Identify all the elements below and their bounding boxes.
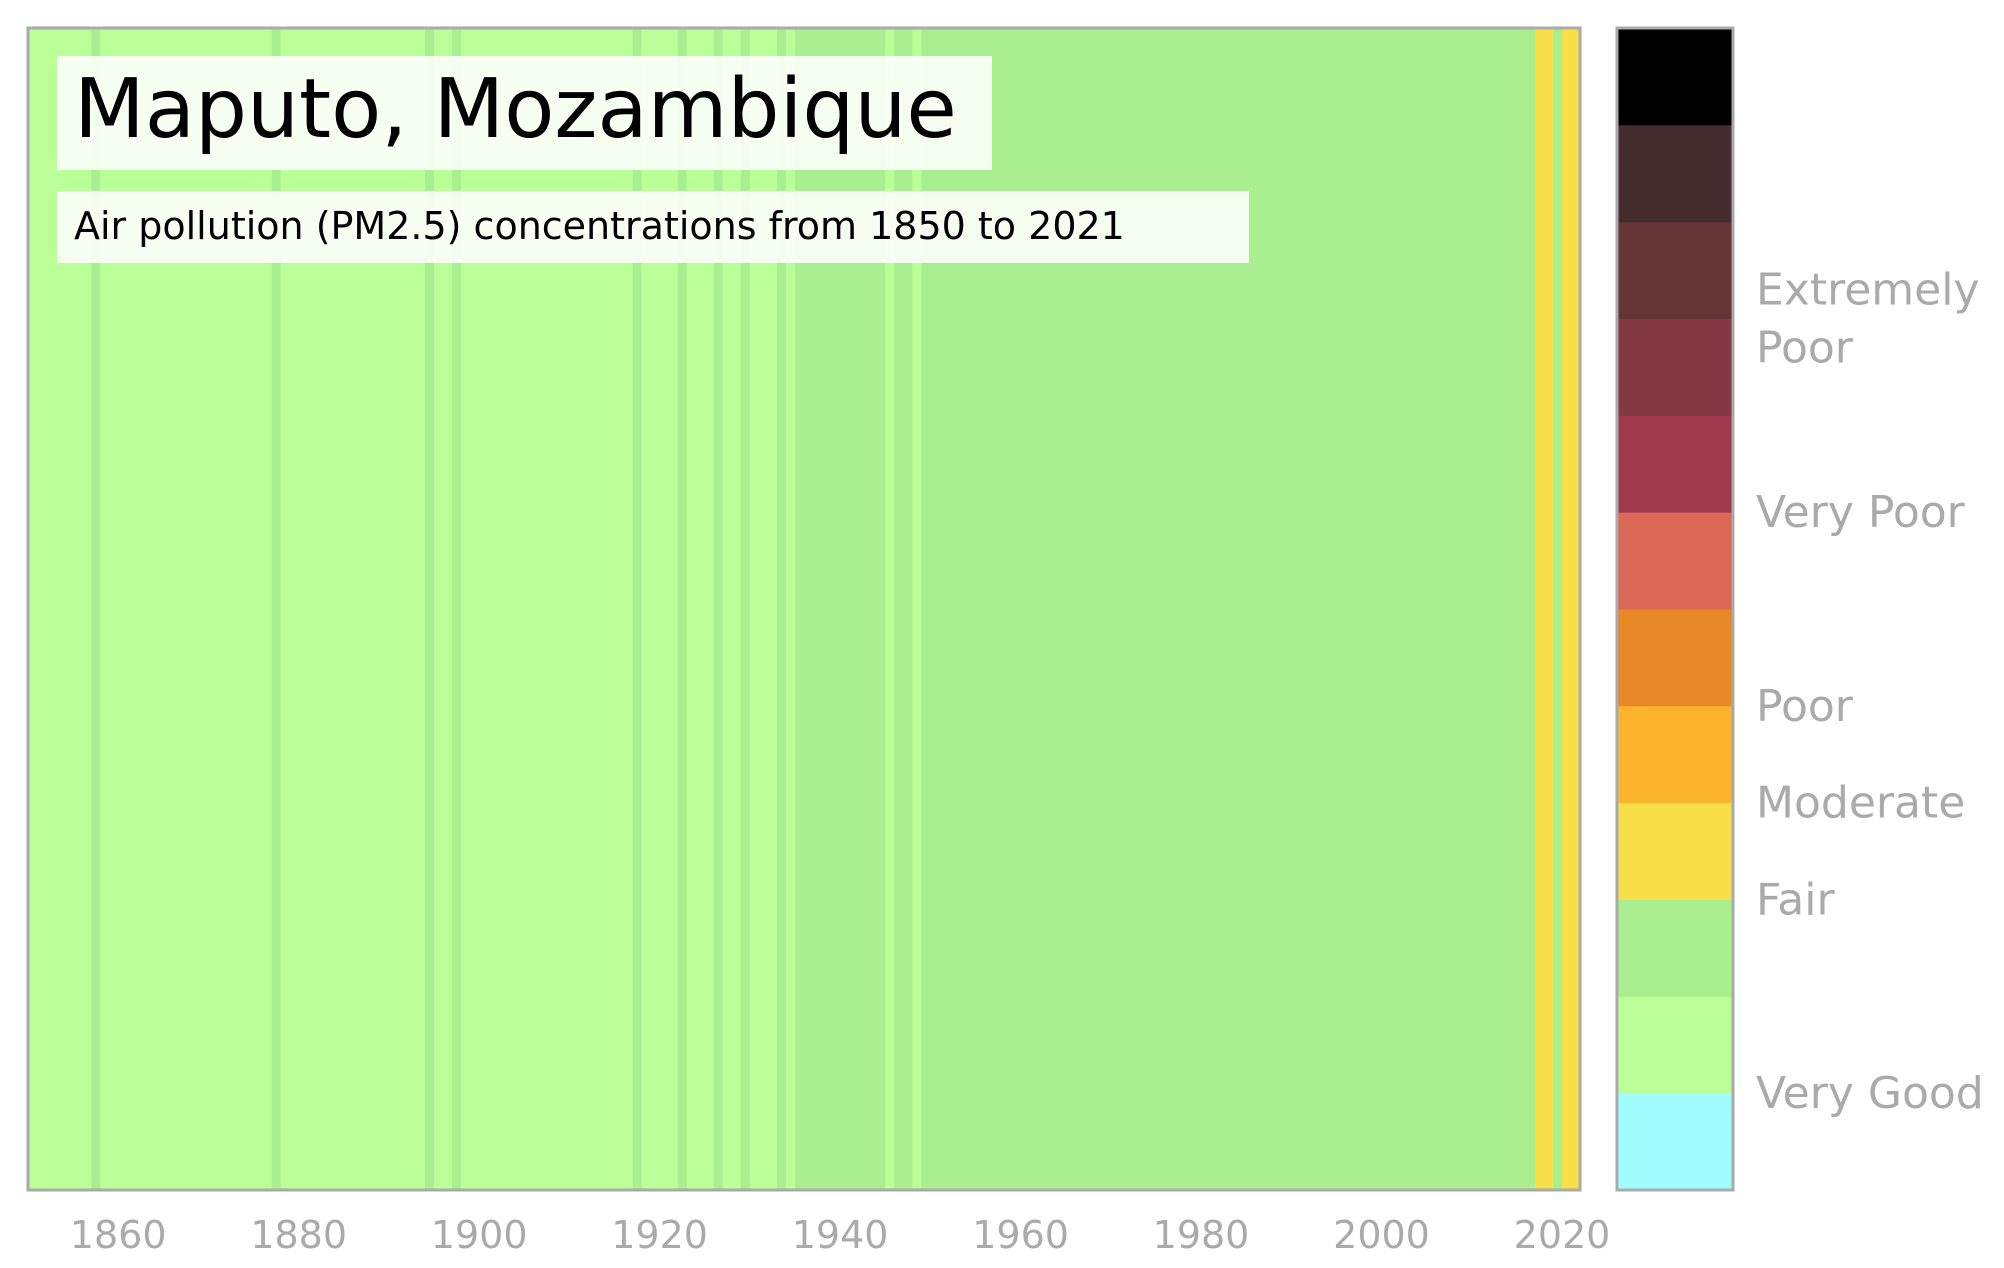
x-tick-label: 1960 — [972, 1213, 1069, 1257]
x-tick-label: 1880 — [250, 1213, 347, 1257]
plot-border — [26, 26, 1582, 1192]
stripe-1946 — [894, 28, 913, 1190]
colorbar-segment — [1617, 609, 1733, 707]
colorbar-label: Extremely — [1756, 265, 1979, 316]
stripe-1895 — [434, 28, 453, 1190]
stripe-1927 — [722, 28, 742, 1190]
stripe-1945 — [885, 28, 895, 1190]
chart-title: Maputo, Mozambique — [74, 62, 957, 157]
x-tick-label: 1980 — [1153, 1213, 1250, 1257]
stripe-2020 — [1561, 28, 1581, 1190]
x-tick-label: 2000 — [1333, 1213, 1430, 1257]
stripe-1948 — [912, 28, 922, 1190]
stripe-2017 — [1534, 28, 1554, 1190]
colorbar-segment — [1617, 802, 1733, 900]
x-tick-label: 1940 — [792, 1213, 889, 1257]
colorbar-label: Poor — [1756, 323, 1854, 374]
colorbar-segment — [1617, 1093, 1733, 1191]
colorbar-label: Moderate — [1756, 778, 1965, 829]
stripe-1922 — [677, 28, 688, 1190]
stripe-1934 — [785, 28, 796, 1190]
stripe-1933 — [776, 28, 787, 1190]
stripe-1894 — [425, 28, 435, 1190]
stripe-1877 — [271, 28, 282, 1190]
colorbar-segment — [1617, 318, 1733, 416]
x-tick-label: 1920 — [611, 1213, 708, 1257]
colorbar-border — [1615, 26, 1735, 1192]
colorbar-segment — [1617, 705, 1733, 804]
colorbar-segment — [1617, 899, 1733, 997]
colorbar — [1617, 28, 1733, 1191]
colorbar-label: Very Poor — [1756, 487, 1966, 538]
colorbar-segment — [1617, 512, 1733, 610]
stripe-1897 — [452, 28, 462, 1190]
x-axis-ticks: 1860 1880 1900 1920 1940 1960 1980 2000 2020 — [70, 1213, 1611, 1257]
stripe-1929 — [740, 28, 751, 1190]
chart-subtitle: Air pollution (PM2.5) concentrations fro… — [74, 204, 1125, 248]
stripe-1917 — [632, 28, 643, 1190]
colorbar-segment — [1617, 124, 1733, 223]
x-tick-label: 1860 — [70, 1213, 167, 1257]
colorbar-label: Very Good — [1756, 1068, 1984, 1119]
x-tick-label: 1900 — [431, 1213, 528, 1257]
colorbar-labels: Very Good Fair Moderate Poor Very Poor Extrem… — [1756, 265, 1984, 1120]
stripe-1857 — [91, 28, 101, 1190]
x-tick-label: 2020 — [1514, 1213, 1611, 1257]
colorbar-segment — [1617, 221, 1733, 319]
stripe-2019 — [1552, 28, 1563, 1190]
stripe-1926 — [713, 28, 724, 1190]
colorbar-label: Poor — [1756, 681, 1854, 732]
colorbar-segment — [1617, 996, 1733, 1094]
colorbar-segment — [1617, 415, 1733, 513]
stripe-group — [28, 28, 1581, 1190]
title-box — [57, 56, 992, 170]
colorbar-label: Fair — [1756, 875, 1835, 926]
subtitle-box — [57, 191, 1249, 263]
colorbar-segment — [1617, 28, 1733, 126]
